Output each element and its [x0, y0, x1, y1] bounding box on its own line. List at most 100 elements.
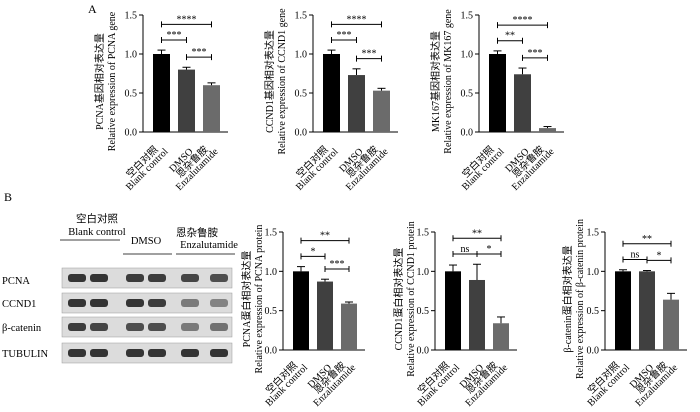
- significance-label: ns: [461, 244, 470, 255]
- y-tick-label: 1.5: [587, 228, 600, 239]
- significance-label: **: [642, 234, 652, 245]
- blot-row-label-pcna: PCNA: [2, 276, 30, 287]
- y-tick-label: 1.5: [461, 11, 474, 22]
- bar-1: [317, 281, 333, 350]
- significance-label: *: [487, 244, 492, 255]
- significance-label: ***: [167, 30, 182, 41]
- y-tick-label: 1.5: [265, 228, 278, 239]
- significance-label: **: [472, 228, 482, 239]
- chart-B1: 0.0 0.5 1.0 1.5 PCNA蛋白相对表达量 Relative expressi…: [240, 225, 365, 409]
- bar-0: [293, 271, 309, 350]
- blot-band: [181, 299, 199, 307]
- chart-A3: 0.0 0.5 1.0 1.5 MK167基因相对表达量 Relative express…: [429, 9, 564, 193]
- bar-0: [489, 54, 506, 132]
- blot-band: [210, 274, 228, 282]
- y-axis-label-zh: CCND1基因相对表达量: [263, 30, 276, 133]
- significance-label: **: [320, 231, 330, 242]
- blot-band: [68, 349, 86, 357]
- blot-strip-1: [61, 292, 233, 314]
- y-tick-label: 0.0: [125, 128, 138, 139]
- bar-0: [615, 271, 631, 350]
- y-tick-label: 1.0: [461, 50, 474, 61]
- y-tick-label: 1.0: [417, 267, 430, 278]
- blot-band: [181, 274, 199, 282]
- y-tick-label: 1.5: [125, 11, 138, 22]
- blot-band: [126, 349, 144, 357]
- y-tick-label: 0.0: [265, 346, 278, 357]
- bar-1: [348, 75, 365, 132]
- bar-2: [341, 303, 357, 350]
- blot-band: [126, 299, 144, 307]
- chart-B2: 0.0 0.5 1.0 1.5 CCND1蛋白相对表达量 Relative express…: [392, 221, 517, 409]
- bar-2: [539, 128, 556, 132]
- bar-1: [639, 271, 655, 350]
- blot-strip-0: [61, 267, 233, 289]
- blot-band: [210, 349, 228, 357]
- y-tick-label: 1.0: [295, 50, 308, 61]
- y-axis-label-en: Relative expression of PCNA gene: [107, 11, 118, 151]
- significance-label: ***: [330, 259, 345, 270]
- blot-row-label-bcatenin: β-catenin: [2, 323, 42, 334]
- panel-label-b: B: [4, 190, 12, 204]
- significance-label: *: [311, 246, 316, 257]
- significance-label: ****: [177, 14, 197, 25]
- y-axis-label-zh: CCND1蛋白相对表达量: [392, 248, 405, 351]
- blot-band: [68, 323, 86, 331]
- bar-0: [445, 271, 461, 350]
- bar-1: [178, 69, 195, 132]
- significance-label: ***: [528, 48, 543, 59]
- y-tick-label: 0.5: [417, 306, 430, 317]
- y-tick-label: 1.0: [125, 50, 138, 61]
- significance-label: *: [657, 250, 662, 261]
- y-axis-label-zh: PCNA蛋白相对表达量: [240, 251, 253, 348]
- blot-strip-3: [61, 342, 233, 364]
- y-axis-label-en: Relative expression of PCNA protein: [254, 225, 265, 374]
- blot-band: [68, 274, 86, 282]
- y-axis-label-zh: MK167基因相对表达量: [429, 31, 442, 132]
- blot-row-label-tubulin: TUBULIN: [2, 349, 48, 360]
- significance-label: **: [505, 31, 515, 42]
- blot-group1-zh: 空白对照: [76, 212, 118, 225]
- bar-2: [203, 85, 220, 132]
- bar-2: [373, 90, 390, 132]
- significance-label: ****: [513, 15, 533, 26]
- y-tick-label: 1.5: [417, 228, 430, 239]
- blot-band: [126, 274, 144, 282]
- blot-group2-en: DMSO: [131, 236, 162, 247]
- blot-strip-2: [61, 316, 233, 338]
- bar-2: [663, 299, 679, 350]
- blot-band: [90, 274, 108, 282]
- blot-band: [148, 349, 166, 357]
- y-tick-label: 0.0: [587, 346, 600, 357]
- y-axis-label-en: Relative expression of β-catenin protein: [575, 219, 586, 379]
- blot-band: [90, 323, 108, 331]
- bar-1: [469, 279, 485, 350]
- significance-label: ***: [192, 47, 207, 58]
- significance-label: ****: [347, 14, 367, 25]
- blot-band: [210, 299, 228, 307]
- y-tick-label: 1.5: [295, 11, 308, 22]
- y-axis-label-zh: β-catenin蛋白相对表达量: [561, 245, 574, 352]
- blot-band: [90, 349, 108, 357]
- blot-band: [210, 323, 228, 331]
- blot-band: [68, 299, 86, 307]
- bar-0: [323, 54, 340, 132]
- y-axis-label-zh: PCNA基因相对表达量: [93, 33, 106, 130]
- bar-2: [493, 323, 509, 350]
- blot-band: [148, 274, 166, 282]
- blot-band: [181, 349, 199, 357]
- blot-group3-zh: 恩杂鲁胺: [176, 226, 218, 239]
- blot-band: [148, 299, 166, 307]
- y-tick-label: 0.0: [295, 128, 308, 139]
- blot-band: [90, 299, 108, 307]
- chart-B3: 0.0 0.5 1.0 1.5 β-catenin蛋白相对表达量 Relative exp…: [561, 219, 687, 409]
- blot-band: [181, 323, 199, 331]
- blot-band: [126, 323, 144, 331]
- y-tick-label: 0.5: [125, 89, 138, 100]
- y-axis-label-en: Relative expression of CCND1 gene: [277, 8, 288, 155]
- chart-A1: 0.0 0.5 1.0 1.5 PCNA基因相对表达量 Relative expressi…: [93, 11, 228, 193]
- bar-1: [514, 74, 531, 132]
- y-tick-label: 0.5: [587, 306, 600, 317]
